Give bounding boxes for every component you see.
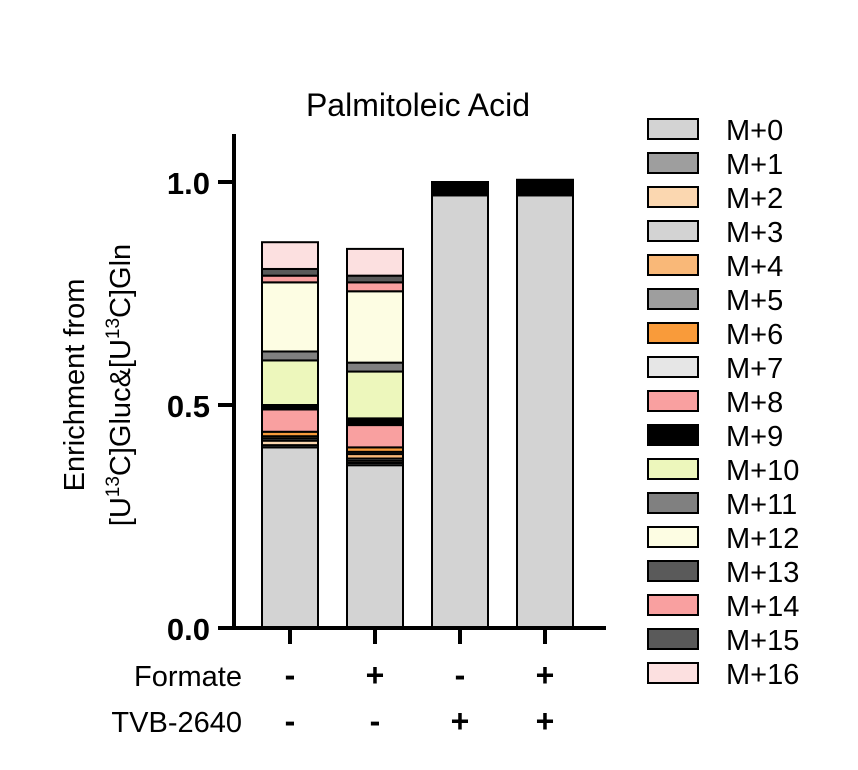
y-tick-label: 0.0 <box>167 612 210 647</box>
legend-swatch <box>647 628 699 650</box>
chart-title: Palmitoleic Acid <box>306 87 530 123</box>
bar-segment <box>261 446 319 629</box>
legend-label: M+15 <box>726 625 799 657</box>
legend-swatch <box>647 322 699 344</box>
bar-segment <box>346 274 404 284</box>
condition-row-label: Formate <box>134 661 242 693</box>
legend-label: M+2 <box>726 183 783 215</box>
legend-swatch <box>647 526 699 548</box>
condition-row-label: TVB-2640 <box>111 707 242 739</box>
legend-label: M+0 <box>726 115 783 147</box>
legend-swatch <box>647 356 699 378</box>
legend-label: M+8 <box>726 387 783 419</box>
legend-label: M+9 <box>726 421 783 453</box>
bar-segment <box>261 350 319 362</box>
legend-label: M+11 <box>726 489 797 521</box>
legend-label: M+10 <box>726 455 799 487</box>
legend-label: M+13 <box>726 557 799 589</box>
legend-label: M+16 <box>726 659 799 691</box>
legend-swatch <box>647 118 699 140</box>
condition-symbol: + <box>366 657 385 693</box>
condition-table: Formate - + - + TVB-2640 - - + + <box>111 657 554 739</box>
bar-segment <box>516 194 574 629</box>
condition-symbol: - <box>455 657 466 693</box>
condition-symbol: - <box>285 703 296 739</box>
y-axis-label: Enrichment from [U13C]Gluc&[U13C]Gln <box>59 244 137 526</box>
y-axis-label-part: [U <box>105 497 137 526</box>
axes-group: 0.0 0.5 1.0 <box>167 134 606 647</box>
legend-swatch <box>647 390 699 412</box>
legend-label: M+1 <box>726 149 783 181</box>
y-axis-label-superscript: 13 <box>103 318 124 339</box>
legend-label: M+6 <box>726 319 783 351</box>
bar-segment <box>431 194 489 629</box>
legend-swatch <box>647 594 699 616</box>
bar-segment <box>431 181 489 197</box>
legend-swatch <box>647 662 699 684</box>
legend-label: M+4 <box>726 251 783 283</box>
legend-swatch <box>647 560 699 582</box>
legend: M+0M+1M+2M+3M+4M+5M+6M+7M+8M+9M+10M+11M+… <box>647 115 799 691</box>
legend-swatch <box>647 254 699 276</box>
legend-label: M+7 <box>726 353 783 385</box>
y-axis-label-part: C]Gluc&[U <box>105 339 137 476</box>
legend-label: M+14 <box>726 591 799 623</box>
legend-swatch <box>647 492 699 514</box>
legend-swatch <box>647 424 699 446</box>
bar-segment <box>346 247 404 277</box>
condition-symbol: - <box>370 703 381 739</box>
bar-segment <box>346 417 404 427</box>
bar-segment <box>346 464 404 629</box>
legend-swatch <box>647 220 699 242</box>
bar-segment <box>261 267 319 277</box>
legend-swatch <box>647 152 699 174</box>
bar-segment <box>261 408 319 433</box>
bar-segment <box>346 370 404 420</box>
y-tick-label: 1.0 <box>167 166 210 201</box>
legend-swatch <box>647 186 699 208</box>
y-axis-label-superscript: 13 <box>103 476 124 497</box>
bars-group <box>261 178 574 629</box>
legend-swatch <box>647 458 699 480</box>
legend-swatch <box>647 288 699 310</box>
legend-label: M+3 <box>726 217 783 249</box>
y-tick-label: 0.5 <box>167 389 210 424</box>
bar-segment <box>261 274 319 284</box>
y-axis-label-line2: [U13C]Gluc&[U13C]Gln <box>103 244 137 526</box>
condition-symbol: + <box>451 703 470 739</box>
condition-symbol: - <box>285 657 296 693</box>
condition-symbol: + <box>536 703 555 739</box>
bar-segment <box>346 281 404 293</box>
bar-segment <box>261 241 319 270</box>
bar-segment <box>261 281 319 353</box>
bar-segment <box>346 424 404 449</box>
condition-symbol: + <box>536 657 555 693</box>
bar-segment <box>261 359 319 406</box>
bar-segment <box>346 361 404 373</box>
bar-segment <box>346 290 404 364</box>
legend-label: M+5 <box>726 285 783 317</box>
legend-label: M+12 <box>726 523 799 555</box>
y-axis-label-part: C]Gln <box>105 244 137 318</box>
bar-segment <box>516 178 574 197</box>
y-axis-label-line1: Enrichment from <box>59 279 91 492</box>
